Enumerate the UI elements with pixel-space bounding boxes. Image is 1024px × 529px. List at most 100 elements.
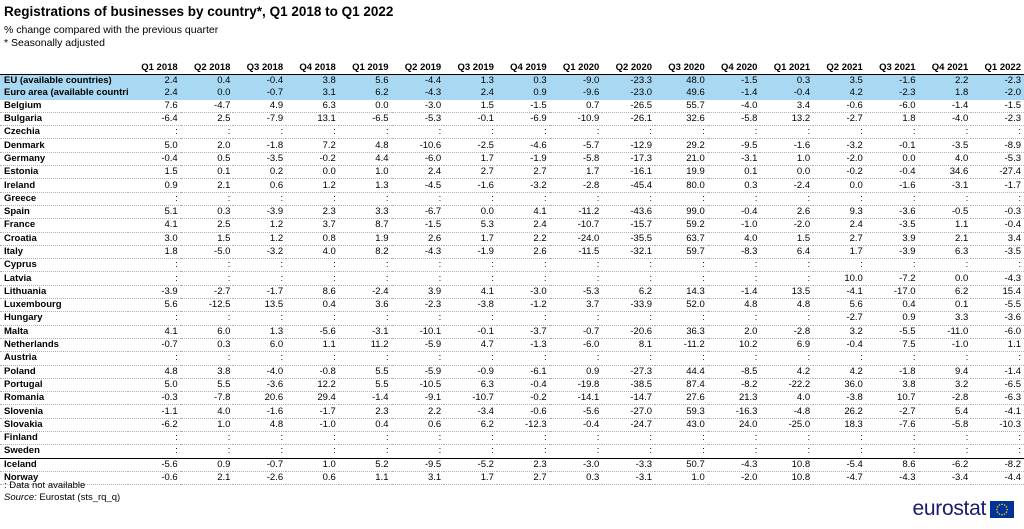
table-cell: : [286, 444, 339, 459]
table-cell: 5.5 [338, 365, 392, 379]
table-cell: 55.7 [655, 99, 708, 113]
table-cell: : [707, 192, 761, 206]
table-cell: 1.0 [180, 418, 234, 433]
table-cell: 6.0 [180, 325, 234, 339]
seasonal-note: * Seasonally adjusted [4, 37, 105, 49]
table-cell: 2.2 [918, 74, 972, 88]
table-cell: -0.2 [496, 391, 550, 406]
table-cell: 7.5 [865, 338, 919, 353]
table-cell: -0.2 [286, 152, 339, 167]
table-cell: -2.7 [813, 311, 866, 326]
table-cell: : [180, 258, 234, 273]
table-cell: -0.7 [233, 457, 287, 472]
table-row: Portugal 5.0 5.5 -3.6 12.2 5.5 -10.5 6.3 -0.4 -19… [0, 378, 1024, 393]
table-cell: -5.7 [549, 138, 603, 153]
table-cell: -6.9 [496, 112, 550, 127]
table-cell: -7.6 [865, 418, 919, 433]
table-cell: : [655, 431, 708, 446]
table-cell: : [707, 271, 761, 286]
table-cell: : [971, 431, 1024, 446]
table-cell: : [549, 271, 603, 286]
table-cell: 2.5 [180, 218, 234, 233]
table-cell: 1.7 [444, 232, 497, 246]
table-cell: -17.0 [865, 285, 919, 300]
table-cell: 7.2 [286, 138, 339, 153]
table-cell: : [444, 258, 497, 273]
table-cell: : [760, 271, 814, 286]
table-cell: 24.0 [707, 418, 761, 433]
table-cell: 59.2 [655, 218, 708, 233]
table-cell: -35.5 [602, 232, 656, 246]
flag-star-icon [996, 508, 998, 510]
table-cell: 15.4 [971, 285, 1024, 300]
table-cell: -3.6 [971, 311, 1024, 326]
table-cell: -26.1 [602, 112, 656, 127]
table-cell: : [865, 431, 919, 446]
table-cell: -6.0 [865, 99, 919, 113]
table-cell: 1.1 [918, 218, 972, 233]
table-cell: -6.5 [338, 112, 392, 127]
table-cell: 5.0 [128, 378, 181, 393]
table-cell: : [391, 271, 445, 286]
table-cell: : [496, 351, 550, 366]
flag-star-icon [1003, 503, 1006, 506]
table-cell: : [602, 311, 656, 326]
table-cell: 3.0 [128, 232, 181, 246]
table-cell: : [760, 258, 814, 273]
table-cell: : [180, 351, 234, 366]
table-cell: 3.3 [338, 205, 392, 220]
table-cell: -5.6 [549, 404, 603, 419]
footnote-not-available: : Data not available [4, 480, 86, 491]
table-cell: -23.3 [602, 74, 656, 88]
table-cell: 1.3 [338, 178, 392, 193]
country-label: Euro area (available countries) [0, 87, 128, 100]
table-cell: -4.0 [707, 99, 761, 113]
table-cell: : [338, 271, 392, 286]
table-cell: 4.1 [128, 218, 181, 233]
table-cell: 36.3 [655, 325, 708, 339]
table-row: Ireland 0.9 2.1 0.6 1.2 1.3 -4.5 -1.6 -3.2 -2.8 -4… [0, 178, 1024, 193]
table-cell: -3.4 [918, 471, 972, 486]
table-cell: -6.5 [971, 378, 1024, 393]
table-cell: 2.7 [496, 165, 550, 180]
table-cell: -6.3 [971, 391, 1024, 406]
table-cell: -1.5 [707, 74, 761, 88]
table-cell: : [971, 444, 1024, 459]
table-cell: -3.2 [233, 245, 287, 260]
table-cell: 1.5 [180, 232, 234, 246]
header-country-blank [0, 61, 128, 75]
table-cell: : [865, 351, 919, 366]
header-row: Q1 2018 Q2 2018 Q3 2018 Q4 2018 Q1 2019 Q2 20… [0, 61, 1024, 75]
table-cell: 0.0 [338, 99, 392, 113]
table-cell: 5.1 [128, 205, 181, 220]
table-cell: 1.7 [549, 165, 603, 180]
table-cell: -4.8 [760, 404, 814, 419]
table-row: Euro area (available countries)2.40.0-0.… [0, 87, 1024, 100]
table-cell: 12.2 [286, 378, 339, 393]
table-cell: -0.1 [444, 325, 497, 339]
table-cell: -19.8 [549, 378, 603, 393]
table-cell: : [549, 311, 603, 326]
table-cell: : [233, 258, 287, 273]
country-label: Malta [0, 325, 128, 339]
table-cell: -24.0 [549, 232, 603, 246]
table-cell: 0.1 [918, 298, 972, 313]
table-cell: : [760, 192, 814, 206]
table-cell: -0.4 [707, 205, 761, 220]
table-cell: -14.7 [602, 391, 656, 406]
table-cell: 6.3 [286, 99, 339, 113]
table-cell: : [233, 351, 287, 366]
table-cell: -8.3 [707, 245, 761, 260]
country-label: Netherlands [0, 338, 128, 353]
table-cell: -2.3 [971, 74, 1024, 88]
table-cell: : [813, 444, 866, 459]
table-cell: 2.3 [338, 404, 392, 419]
table-cell: -2.4 [338, 285, 392, 300]
table-cell: 20.6 [233, 391, 287, 406]
country-label: Finland [0, 431, 128, 446]
table-cell: : [760, 125, 814, 140]
table-cell: -2.7 [813, 112, 866, 127]
column-header: Q4 2021 [918, 61, 972, 75]
flag-star-icon [1001, 503, 1003, 505]
table-cell: -4.7 [813, 471, 866, 486]
